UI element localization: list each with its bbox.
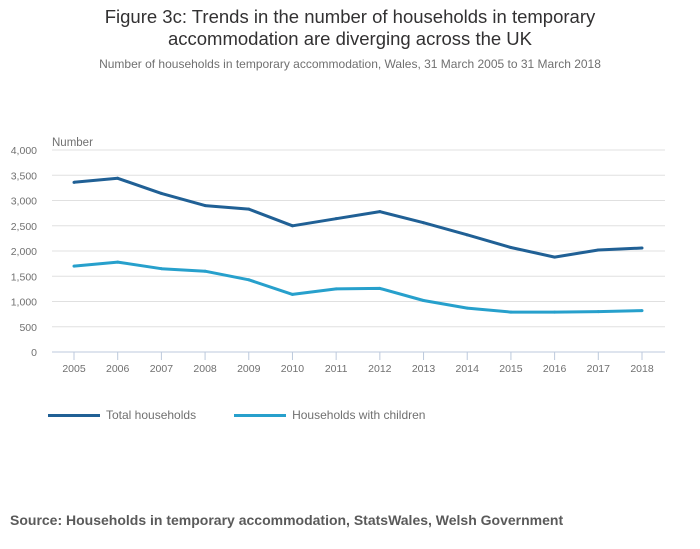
x-tick-label: 2011: [325, 363, 348, 375]
data-point: [247, 278, 251, 282]
y-tick-label: 0: [31, 347, 37, 359]
data-point: [465, 233, 469, 237]
y-axis-label: Number: [52, 137, 93, 149]
legend: Total households Households with childre…: [48, 408, 449, 422]
data-point: [509, 310, 513, 314]
line-chart: 05001,0001,5002,0002,5003,0003,5004,000 …: [11, 137, 665, 375]
data-point: [334, 217, 338, 221]
y-tick-label: 1,500: [11, 271, 37, 283]
x-tick-label: 2007: [150, 363, 174, 375]
chart-title-line-2: accommodation are diverging across the U…: [167, 28, 532, 49]
data-point: [465, 306, 469, 310]
series-line-total-households: [73, 176, 643, 259]
data-point: [72, 264, 76, 268]
data-point: [116, 176, 120, 180]
legend-swatch-children: [234, 413, 287, 417]
data-point: [596, 248, 600, 252]
x-tick-label: 2006: [106, 363, 130, 375]
y-axis-ticks: 0 500 1,000 1,500 2,000 2,500 3,000 3,500 4,000: [11, 145, 37, 359]
data-point: [159, 191, 163, 195]
data-point: [640, 246, 644, 250]
data-point: [378, 286, 382, 290]
chart-title: Figure 3c: Trends in the number of house…: [0, 6, 700, 50]
x-axis: 2005 2006 2007 2008 2009 2010 2011 2012 2013 2014…: [52, 351, 665, 375]
data-point: [116, 260, 120, 264]
x-tick-label: 2005: [62, 363, 86, 375]
series-line-households-with-children: [73, 260, 643, 314]
y-tick-label: 4,000: [11, 145, 37, 157]
data-point: [509, 245, 513, 249]
data-point: [334, 287, 338, 291]
y-tick-label: 1,000: [11, 297, 37, 309]
x-tick-label: 2012: [368, 363, 392, 375]
legend-item-total-households: Total households: [48, 408, 196, 422]
data-point: [247, 207, 251, 211]
data-point: [553, 310, 557, 314]
data-point: [378, 210, 382, 214]
data-point: [640, 309, 644, 313]
data-point: [422, 221, 426, 225]
series-lines: [72, 176, 644, 314]
data-point: [72, 180, 76, 184]
y-tick-label: 2,000: [11, 246, 37, 258]
data-point: [553, 255, 557, 259]
data-point: [290, 292, 294, 296]
chart-subtitle: Number of households in temporary accomm…: [99, 57, 601, 71]
y-tick-label: 3,500: [11, 170, 37, 182]
data-point: [203, 204, 207, 208]
data-point: [159, 267, 163, 271]
x-tick-label: 2016: [543, 363, 567, 375]
gridlines: [52, 149, 665, 328]
x-tick-label: 2018: [630, 363, 654, 375]
data-point: [596, 310, 600, 314]
y-tick-label: 500: [19, 322, 37, 334]
legend-label-total: Total households: [106, 408, 197, 422]
x-tick-label: 2009: [237, 363, 261, 375]
legend-label-children: Households with children: [292, 408, 426, 422]
data-point: [203, 269, 207, 273]
x-tick-label: 2008: [193, 363, 217, 375]
x-tick-label: 2017: [587, 363, 611, 375]
chart-title-line-1: Figure 3c: Trends in the number of house…: [104, 6, 596, 27]
legend-item-households-with-children: Households with children: [234, 408, 425, 422]
source-note: Source: Households in temporary accommod…: [10, 512, 564, 528]
data-point: [290, 224, 294, 228]
x-tick-label: 2010: [281, 363, 305, 375]
y-tick-label: 3,000: [11, 196, 37, 208]
y-tick-label: 2,500: [11, 221, 37, 233]
data-point: [422, 298, 426, 302]
legend-swatch-total: [48, 413, 100, 417]
x-tick-label: 2015: [499, 363, 523, 375]
x-tick-label: 2013: [412, 363, 436, 375]
x-tick-label: 2014: [456, 363, 480, 375]
